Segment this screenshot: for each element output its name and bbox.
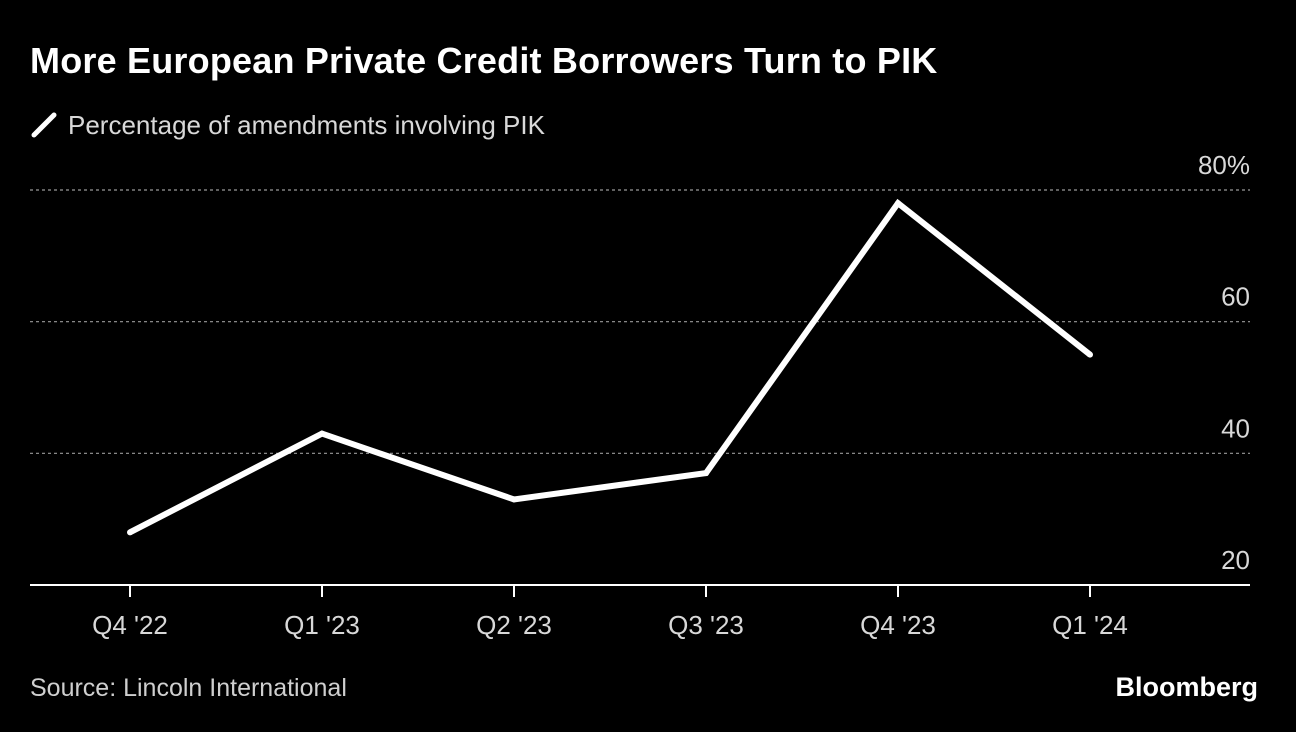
data-point — [319, 430, 325, 437]
data-point — [511, 496, 517, 503]
x-tick-label: Q2 '23 — [476, 610, 552, 640]
bloomberg-logo: Bloomberg — [1115, 672, 1258, 702]
x-tick-label: Q1 '24 — [1052, 610, 1128, 640]
line-swatch-icon — [31, 112, 57, 138]
y-tick-label: 80% — [1198, 150, 1250, 180]
gridlines — [30, 189, 1250, 454]
y-tick-label: 60 — [1221, 282, 1250, 312]
legend: Percentage of amendments involving PIK — [30, 108, 545, 142]
series-layer — [127, 198, 1093, 536]
y-axis-labels: 20 40 60 80% — [1198, 150, 1250, 575]
source-note: Source: Lincoln International — [30, 674, 347, 702]
data-point — [703, 470, 709, 477]
x-tick-label: Q4 '23 — [860, 610, 936, 640]
series-line — [128, 198, 1092, 536]
data-point — [895, 200, 901, 207]
y-tick-label: 20 — [1221, 545, 1250, 575]
y-tick-label: 40 — [1221, 413, 1250, 443]
legend-label: Percentage of amendments involving PIK — [68, 109, 545, 140]
x-axis — [30, 584, 1250, 597]
chart-title: More European Private Credit Borrowers T… — [30, 40, 938, 81]
data-point — [1087, 351, 1093, 358]
x-axis-labels: Q4 '22 Q1 '23 Q2 '23 Q3 '23 Q4 '23 Q1 '24 — [92, 610, 1128, 640]
x-tick-label: Q1 '23 — [284, 610, 360, 640]
data-point — [127, 529, 133, 536]
x-tick-label: Q4 '22 — [92, 610, 168, 640]
x-tick-label: Q3 '23 — [668, 610, 744, 640]
